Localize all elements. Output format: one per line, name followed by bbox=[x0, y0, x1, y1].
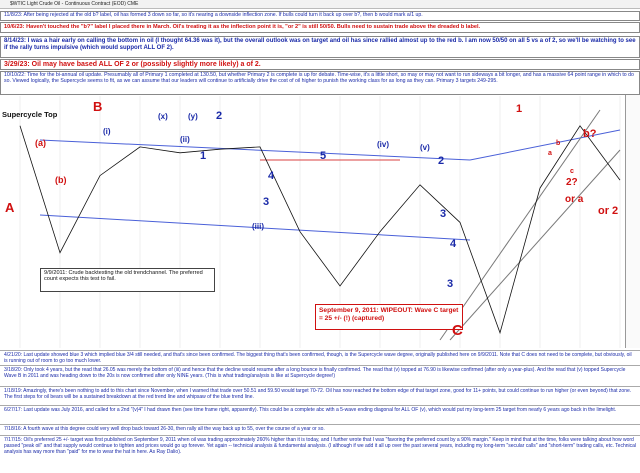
chart-header: $WTIC Light Crude Oil - Continuous Contr… bbox=[0, 0, 640, 9]
note-2011-09-wipeout: September 9, 2011: WIPEOUT: Wave C targe… bbox=[315, 304, 463, 330]
label-red-1: 1 bbox=[516, 103, 523, 115]
label-A: A bbox=[5, 200, 15, 215]
label-blue-5: 5 bbox=[320, 150, 327, 162]
label-blue-4b: 4 bbox=[450, 238, 457, 250]
bottom-note-2017-06: 6/27/17: Last update was July 2016, and … bbox=[0, 405, 640, 423]
note-2023-03: 3/29/23: Oil may have based ALL OF 2 or … bbox=[0, 59, 640, 70]
bottom-note-2016-07: 7/18/16: A fourth wave at this degree co… bbox=[0, 424, 640, 434]
label-blue-1: 1 bbox=[200, 150, 207, 162]
label-b-paren: (b) bbox=[55, 175, 67, 185]
note-2022-10: 10/10/22: Time for the bi-annual oil upd… bbox=[0, 71, 640, 95]
note-2023-10: 10/6/23: Haven't touched the "b?" label … bbox=[0, 22, 640, 33]
label-blue-2b: 2 bbox=[438, 155, 445, 167]
label-a-paren: (a) bbox=[35, 138, 46, 148]
short-diagonal bbox=[449, 149, 621, 341]
blue-trendline-upper bbox=[39, 139, 471, 161]
label-blue-2: 2 bbox=[216, 110, 223, 122]
label-i-paren: (i) bbox=[103, 127, 111, 136]
label-small-c: c bbox=[570, 168, 574, 175]
bottom-note-2020-03: 3/18/20: Only took 4 years, but the read… bbox=[0, 365, 640, 385]
blue-trendline-lower bbox=[39, 214, 471, 241]
label-supercycle-top: Supercycle Top bbox=[2, 110, 58, 119]
y-axis bbox=[625, 86, 640, 348]
label-ii-paren: (ii) bbox=[180, 135, 190, 144]
label-x-paren: (x) bbox=[158, 112, 168, 121]
bottom-note-2019-01: 1/18/19: Amazingly, there's been nothing… bbox=[0, 386, 640, 404]
label-red-or-2: or 2 bbox=[598, 205, 619, 217]
note-2023-08: 8/14/23: I was a hair early on calling t… bbox=[0, 36, 640, 58]
label-blue-3c: 3 bbox=[447, 278, 454, 290]
long-channel-line bbox=[439, 109, 601, 341]
label-small-b: b bbox=[556, 140, 561, 147]
label-iv-paren: (iv) bbox=[377, 140, 389, 149]
blue-trendline-right bbox=[469, 129, 621, 161]
label-blue-3: 3 bbox=[263, 196, 270, 208]
label-blue-4: 4 bbox=[268, 170, 275, 182]
bottom-note-2015-07: 7/17/15: Oil's preferred 25 +/- target w… bbox=[0, 435, 640, 473]
note-2023-11: 11/8/23: After being rejected at the old… bbox=[0, 11, 640, 21]
label-red-2q: 2? bbox=[566, 177, 578, 188]
label-iii-paren: (iii) bbox=[252, 222, 264, 231]
label-y-paren: (y) bbox=[188, 112, 198, 121]
bottom-note-2020-04: 4/21/20: Last update showed blue 3 which… bbox=[0, 350, 640, 364]
label-small-a: a bbox=[548, 150, 552, 157]
label-B: B bbox=[93, 99, 103, 114]
label-red-or-a: or a bbox=[565, 194, 584, 205]
price-series-line bbox=[19, 125, 621, 335]
label-blue-3b: 3 bbox=[440, 208, 447, 220]
note-2011-09-backtest: 9/9/2011: Crude backtesting the old tren… bbox=[40, 268, 215, 292]
label-C: C bbox=[452, 322, 463, 339]
label-v-paren: (v) bbox=[420, 143, 430, 152]
chart-title: $WTIC Light Crude Oil - Continuous Contr… bbox=[10, 1, 139, 7]
trendlines bbox=[39, 109, 621, 341]
label-red-b: b? bbox=[583, 128, 597, 140]
